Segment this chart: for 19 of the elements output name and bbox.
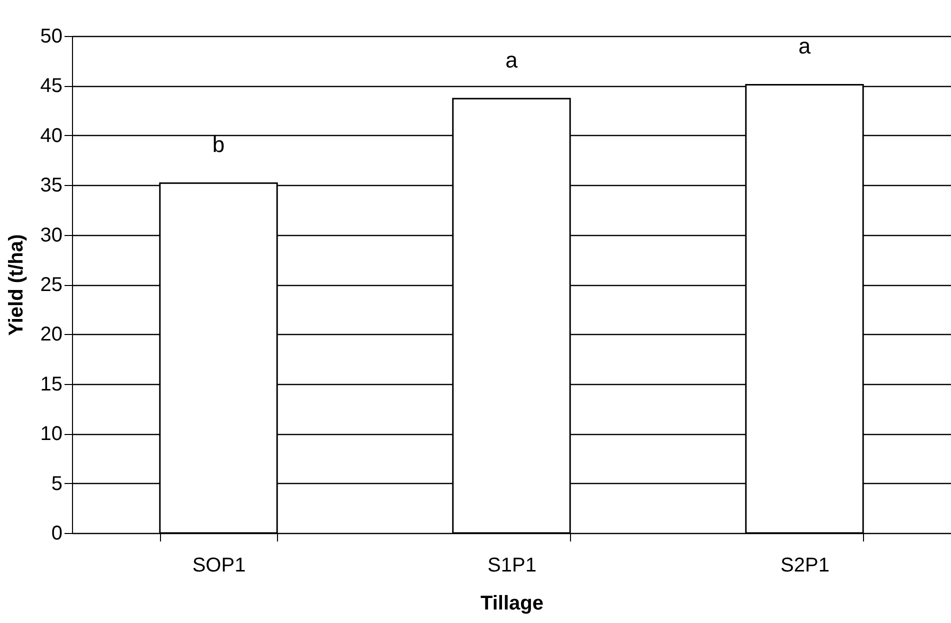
y-tick-label: 15 [40,373,62,396]
x-axis-title: Tillage [480,592,544,614]
y-axis-title: Yield (t/ha) [5,234,28,336]
y-tick-label: 40 [40,124,62,147]
y-tick-label: 45 [40,75,62,98]
annotation: a [798,34,812,59]
y-tick-label: 0 [51,522,62,544]
y-tick-label: 20 [40,324,62,346]
x-tick-label: S2P1 [780,554,830,576]
y-tick-label: 35 [40,174,62,197]
y-tick-label: 30 [40,224,62,246]
x-tick-label: SOP1 [192,554,246,576]
x-tick-label: S1P1 [488,554,536,576]
y-tick-label: 50 [40,26,62,48]
y-tick-label: 10 [40,423,62,446]
annotation: a [505,48,518,73]
y-tick-label: 5 [51,472,62,495]
annotation: b [212,132,225,158]
y-tick-label: 25 [40,274,62,296]
